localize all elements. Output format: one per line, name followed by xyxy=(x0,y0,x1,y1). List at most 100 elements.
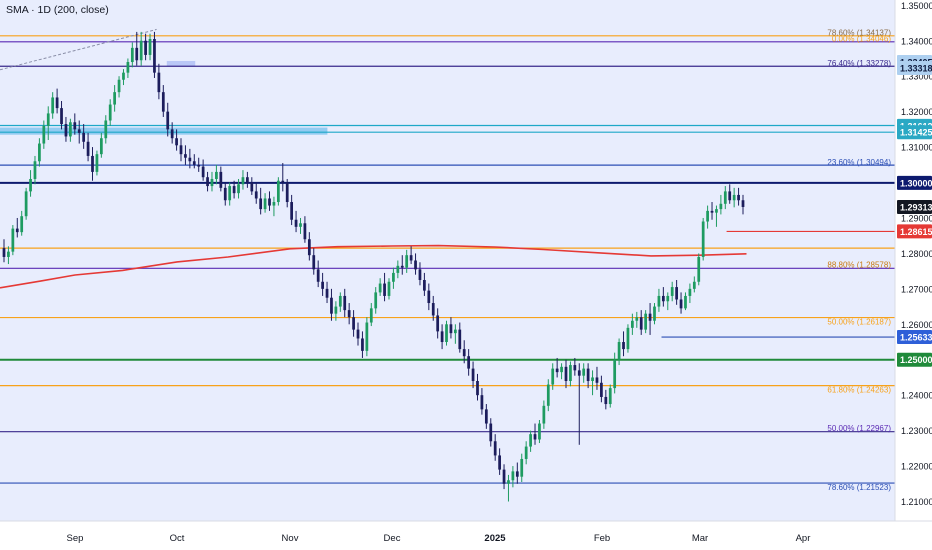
candle xyxy=(409,246,413,265)
candle-body xyxy=(608,388,612,405)
candle-body xyxy=(343,295,347,311)
x-tick-label: Apr xyxy=(796,533,811,544)
price-label-text: 1.33318 xyxy=(900,64,932,74)
candle xyxy=(343,288,347,318)
candle-body xyxy=(15,228,19,233)
candle xyxy=(299,217,302,234)
candle-body xyxy=(316,269,320,282)
candle-body xyxy=(644,313,648,330)
candle xyxy=(303,216,307,243)
candle-body xyxy=(639,317,643,330)
candle-body xyxy=(325,288,329,298)
candle xyxy=(542,400,546,429)
candle-body xyxy=(263,198,267,210)
candle xyxy=(511,466,515,488)
candle xyxy=(555,357,559,378)
candle-body xyxy=(719,203,723,210)
candle-body xyxy=(228,186,232,201)
candle xyxy=(108,99,112,126)
candle xyxy=(237,178,240,199)
candle-body xyxy=(338,295,342,307)
candle xyxy=(383,272,386,302)
candle xyxy=(334,301,338,321)
candle xyxy=(551,363,555,390)
y-tick-label: 1.35000 xyxy=(901,1,932,11)
y-tick-label: 1.24000 xyxy=(901,391,932,401)
candle-body xyxy=(2,248,6,257)
candle-body xyxy=(276,180,280,203)
candle xyxy=(692,276,696,293)
candle xyxy=(157,63,161,100)
candle xyxy=(325,281,329,304)
candle xyxy=(670,281,674,302)
candle-body xyxy=(361,338,364,351)
price-label-text: 1.29313 xyxy=(900,202,932,212)
candle-body xyxy=(533,434,537,440)
candle-body xyxy=(511,471,515,481)
candle xyxy=(741,194,745,215)
candle xyxy=(117,76,121,98)
y-tick-label: 1.21000 xyxy=(901,497,932,507)
candle-body xyxy=(7,251,10,257)
candle xyxy=(732,187,736,208)
candle-body xyxy=(635,317,639,321)
candle-body xyxy=(135,47,139,61)
candle-body xyxy=(55,97,59,109)
candle xyxy=(241,170,245,190)
candle xyxy=(188,148,192,169)
candle xyxy=(161,85,165,117)
candle-body xyxy=(657,295,661,307)
candle xyxy=(715,205,718,227)
candle xyxy=(617,338,621,366)
candle-body xyxy=(577,370,581,376)
candle xyxy=(316,260,320,288)
candle-body xyxy=(715,209,718,213)
fib-level-label: 61.80% (1.24263) xyxy=(827,386,891,395)
candle-body xyxy=(69,122,72,137)
price-label-text: 1.31425 xyxy=(900,128,932,138)
candle xyxy=(666,292,670,311)
candle xyxy=(608,384,612,408)
candle-body xyxy=(82,132,86,142)
candle-body xyxy=(365,322,369,351)
candle-body xyxy=(679,299,683,309)
candle xyxy=(135,31,139,66)
candle-body xyxy=(285,182,289,203)
candle xyxy=(210,171,214,192)
price-label-box xyxy=(897,199,932,214)
candle xyxy=(445,320,448,346)
candle xyxy=(361,331,364,358)
candle xyxy=(166,102,170,137)
candle-body xyxy=(462,349,466,357)
price-label: 1.28615 xyxy=(897,224,932,239)
candle xyxy=(113,85,117,112)
candle-body xyxy=(728,191,732,201)
candle xyxy=(122,69,125,86)
price-label: 1.31425 xyxy=(897,125,932,140)
candle xyxy=(515,462,519,484)
candle-body xyxy=(20,216,24,233)
candle xyxy=(11,225,15,256)
candle xyxy=(453,324,457,344)
candle-body xyxy=(670,287,674,296)
fib-level-label: 88.80% (1.28578) xyxy=(827,260,891,269)
candle-body xyxy=(701,221,705,257)
candle-body xyxy=(675,287,678,300)
candle-body xyxy=(484,409,488,424)
candle-body xyxy=(622,342,625,350)
candle-body xyxy=(161,92,165,112)
candle xyxy=(604,389,608,410)
candle xyxy=(338,292,342,312)
candle xyxy=(405,249,409,273)
fib-level-label: 76.40% (1.33278) xyxy=(827,59,891,68)
candle xyxy=(272,196,276,217)
candle-body xyxy=(392,272,395,282)
candle xyxy=(33,155,37,185)
candle xyxy=(276,177,280,206)
candle xyxy=(250,177,254,195)
candle xyxy=(15,217,19,238)
candle-body xyxy=(219,171,223,188)
candle-body xyxy=(600,382,603,397)
candle xyxy=(639,310,643,335)
